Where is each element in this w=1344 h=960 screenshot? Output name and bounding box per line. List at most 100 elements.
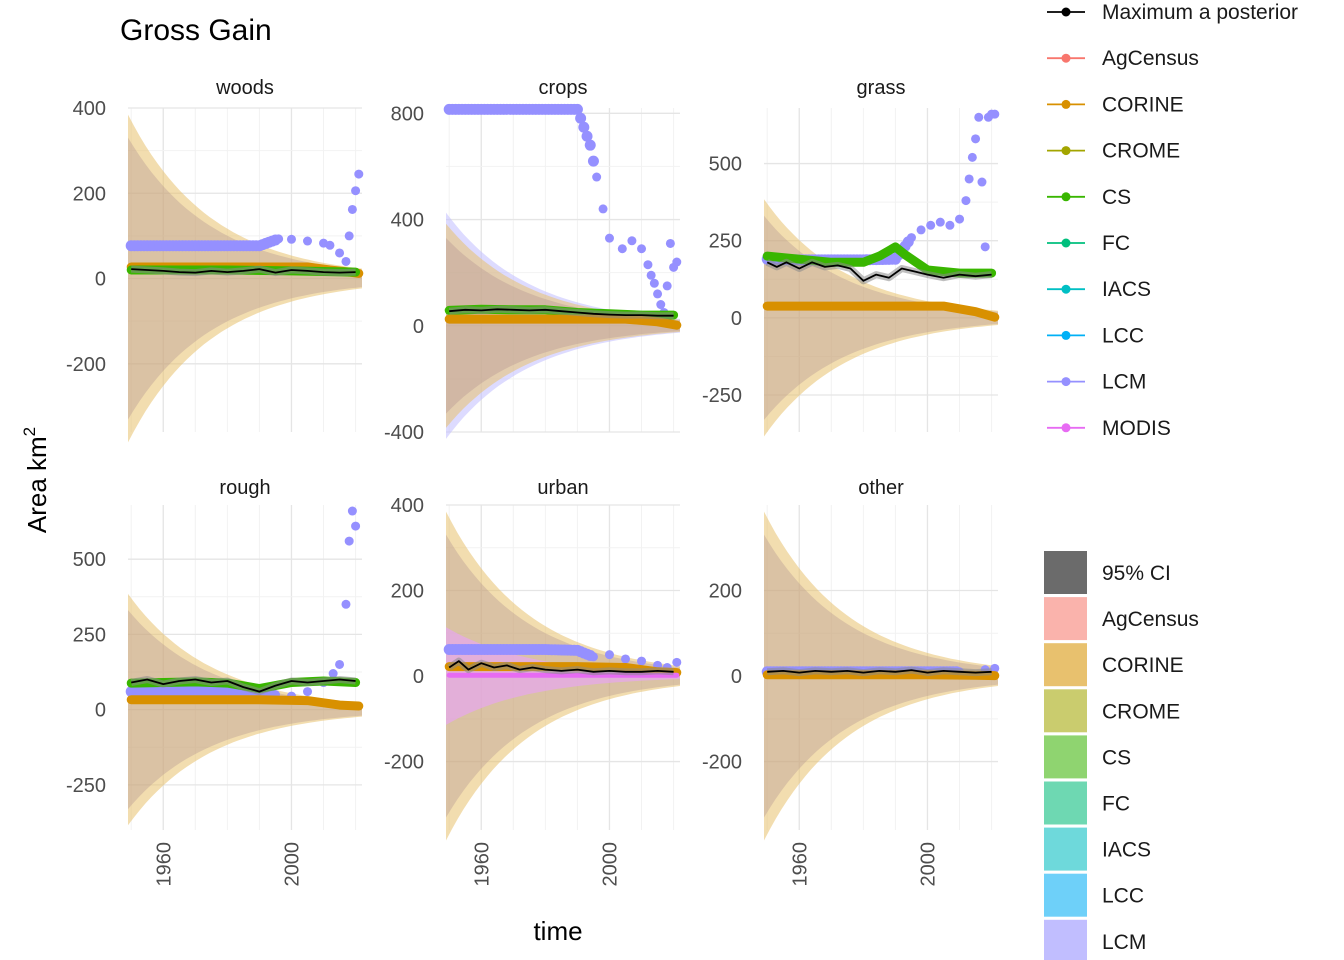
- lcm-point: [971, 134, 981, 144]
- legend-label: CROME: [1102, 140, 1180, 163]
- y-tick-label: 250: [709, 231, 742, 253]
- lcm-point: [587, 155, 599, 167]
- line-legend-item-lcm: LCM: [1047, 371, 1146, 394]
- lcm-point: [627, 236, 637, 246]
- line-legend-item-modis: MODIS: [1047, 417, 1171, 440]
- series-line: [444, 314, 682, 330]
- line-legend-item-maximum-a-posterior: Maximum a posterior: [1047, 1, 1298, 24]
- lcm-point: [303, 687, 313, 697]
- legend-swatch: [1044, 551, 1087, 594]
- y-tick-label: 500: [73, 549, 106, 571]
- y-axis-label: Area km2: [20, 427, 52, 533]
- lcm-point: [341, 599, 351, 609]
- legend-label: LCM: [1102, 931, 1146, 954]
- lcm-point: [974, 112, 984, 122]
- y-axis-label-text: Area km: [22, 436, 52, 533]
- series-maximum-a-posterior: [131, 265, 356, 277]
- legend-swatch: [1044, 597, 1087, 641]
- fill-legend-item-fc: FC: [1044, 781, 1130, 825]
- lcm-point: [967, 152, 977, 162]
- legend-key-point: [1061, 423, 1071, 433]
- lcm-point: [588, 652, 598, 662]
- legend-label: IACS: [1102, 278, 1151, 301]
- panel-title-crops: crops: [539, 77, 588, 99]
- series-maximum-a-posterior: [767, 666, 992, 677]
- lcm-point: [341, 256, 351, 266]
- legend-swatch: [1044, 689, 1087, 733]
- series-maximum-a-posterior: [130, 676, 356, 696]
- series-lcm: [443, 103, 682, 317]
- legend-swatch: [1044, 735, 1087, 779]
- series-corine: [126, 695, 364, 711]
- legend-label: LCC: [1102, 885, 1144, 908]
- fill-legend-item-agcensus: AgCensus: [1044, 597, 1199, 641]
- y-tick-label: 0: [731, 666, 742, 688]
- series-corine: [444, 314, 682, 330]
- legend-label: 95% CI: [1102, 562, 1171, 585]
- legend-label: CS: [1102, 746, 1131, 769]
- y-tick-label: 0: [95, 700, 106, 722]
- line-legend-item-agcensus: AgCensus: [1047, 47, 1199, 70]
- series-maximum-a-posterior: [765, 258, 992, 285]
- series-line: [762, 301, 1000, 322]
- lcm-point: [672, 657, 682, 667]
- legend-key-point: [1061, 99, 1071, 109]
- legend-key-point: [1061, 192, 1071, 202]
- y-tick-label: 800: [391, 103, 424, 125]
- legend-swatch: [1044, 781, 1087, 825]
- legend-label: FC: [1102, 793, 1130, 816]
- ci-band: [128, 610, 362, 810]
- y-axis-label-superscript: 2: [20, 427, 39, 436]
- y-tick-label: 0: [95, 269, 106, 291]
- lcm-point: [961, 196, 971, 206]
- lcm-point: [354, 169, 364, 179]
- lcm-point: [637, 244, 647, 254]
- map-line: [131, 268, 356, 274]
- line-legend-item-iacs: IACS: [1047, 278, 1151, 301]
- fill-legend-item-lcm: LCM: [1044, 919, 1146, 960]
- y-tick-label: 0: [413, 666, 424, 688]
- y-tick-label: 0: [731, 308, 742, 330]
- x-tick-label: 1960: [471, 842, 493, 887]
- panel-grass: grass -250 0 250 500: [702, 77, 1000, 437]
- lcm-point: [656, 300, 666, 310]
- series-lcm: [125, 169, 364, 266]
- series-line: [126, 695, 364, 711]
- legend-swatch: [1044, 643, 1087, 687]
- ci-band: [764, 215, 998, 420]
- y-tick-label: 400: [391, 210, 424, 232]
- y-tick-label: 250: [73, 624, 106, 646]
- line-legend-item-cs: CS: [1047, 186, 1131, 209]
- series-maximum-a-posterior: [447, 657, 674, 676]
- panel-other: other -200 0 200 1960 2000: [702, 477, 1000, 887]
- lcm-point: [598, 204, 608, 214]
- chart-title: Gross Gain: [120, 14, 272, 47]
- line-legend-item-lcc: LCC: [1047, 324, 1144, 347]
- fill-legend-item-95-ci: 95% CI: [1044, 551, 1171, 594]
- y-tick-label: -200: [702, 752, 742, 774]
- map-line: [767, 669, 992, 674]
- lcm-point: [964, 174, 974, 184]
- legend-label: MODIS: [1102, 417, 1171, 440]
- lcm-point: [571, 103, 583, 115]
- lcm-point: [643, 260, 653, 270]
- legend-key-point: [1061, 377, 1071, 387]
- y-tick-label: 200: [709, 581, 742, 603]
- panel-title-woods: woods: [215, 77, 274, 99]
- panel-title-urban: urban: [537, 477, 588, 499]
- y-tick-label: 500: [709, 154, 742, 176]
- x-axis-label: time: [533, 916, 582, 946]
- lcm-point: [990, 663, 1000, 673]
- corine-band: [128, 114, 362, 443]
- fill-legend-item-crome: CROME: [1044, 689, 1180, 733]
- lcm-point: [578, 121, 590, 133]
- lcm-point: [621, 654, 631, 664]
- lcm-point: [335, 659, 345, 669]
- series-maximum-a-posterior: [448, 305, 674, 320]
- legend-label: CORINE: [1102, 654, 1184, 677]
- lcm-point: [649, 278, 659, 288]
- legend-key-point: [1061, 7, 1071, 17]
- x-tick-label: 2000: [281, 842, 303, 887]
- lcm-point: [303, 236, 313, 246]
- corine-band: [446, 223, 680, 428]
